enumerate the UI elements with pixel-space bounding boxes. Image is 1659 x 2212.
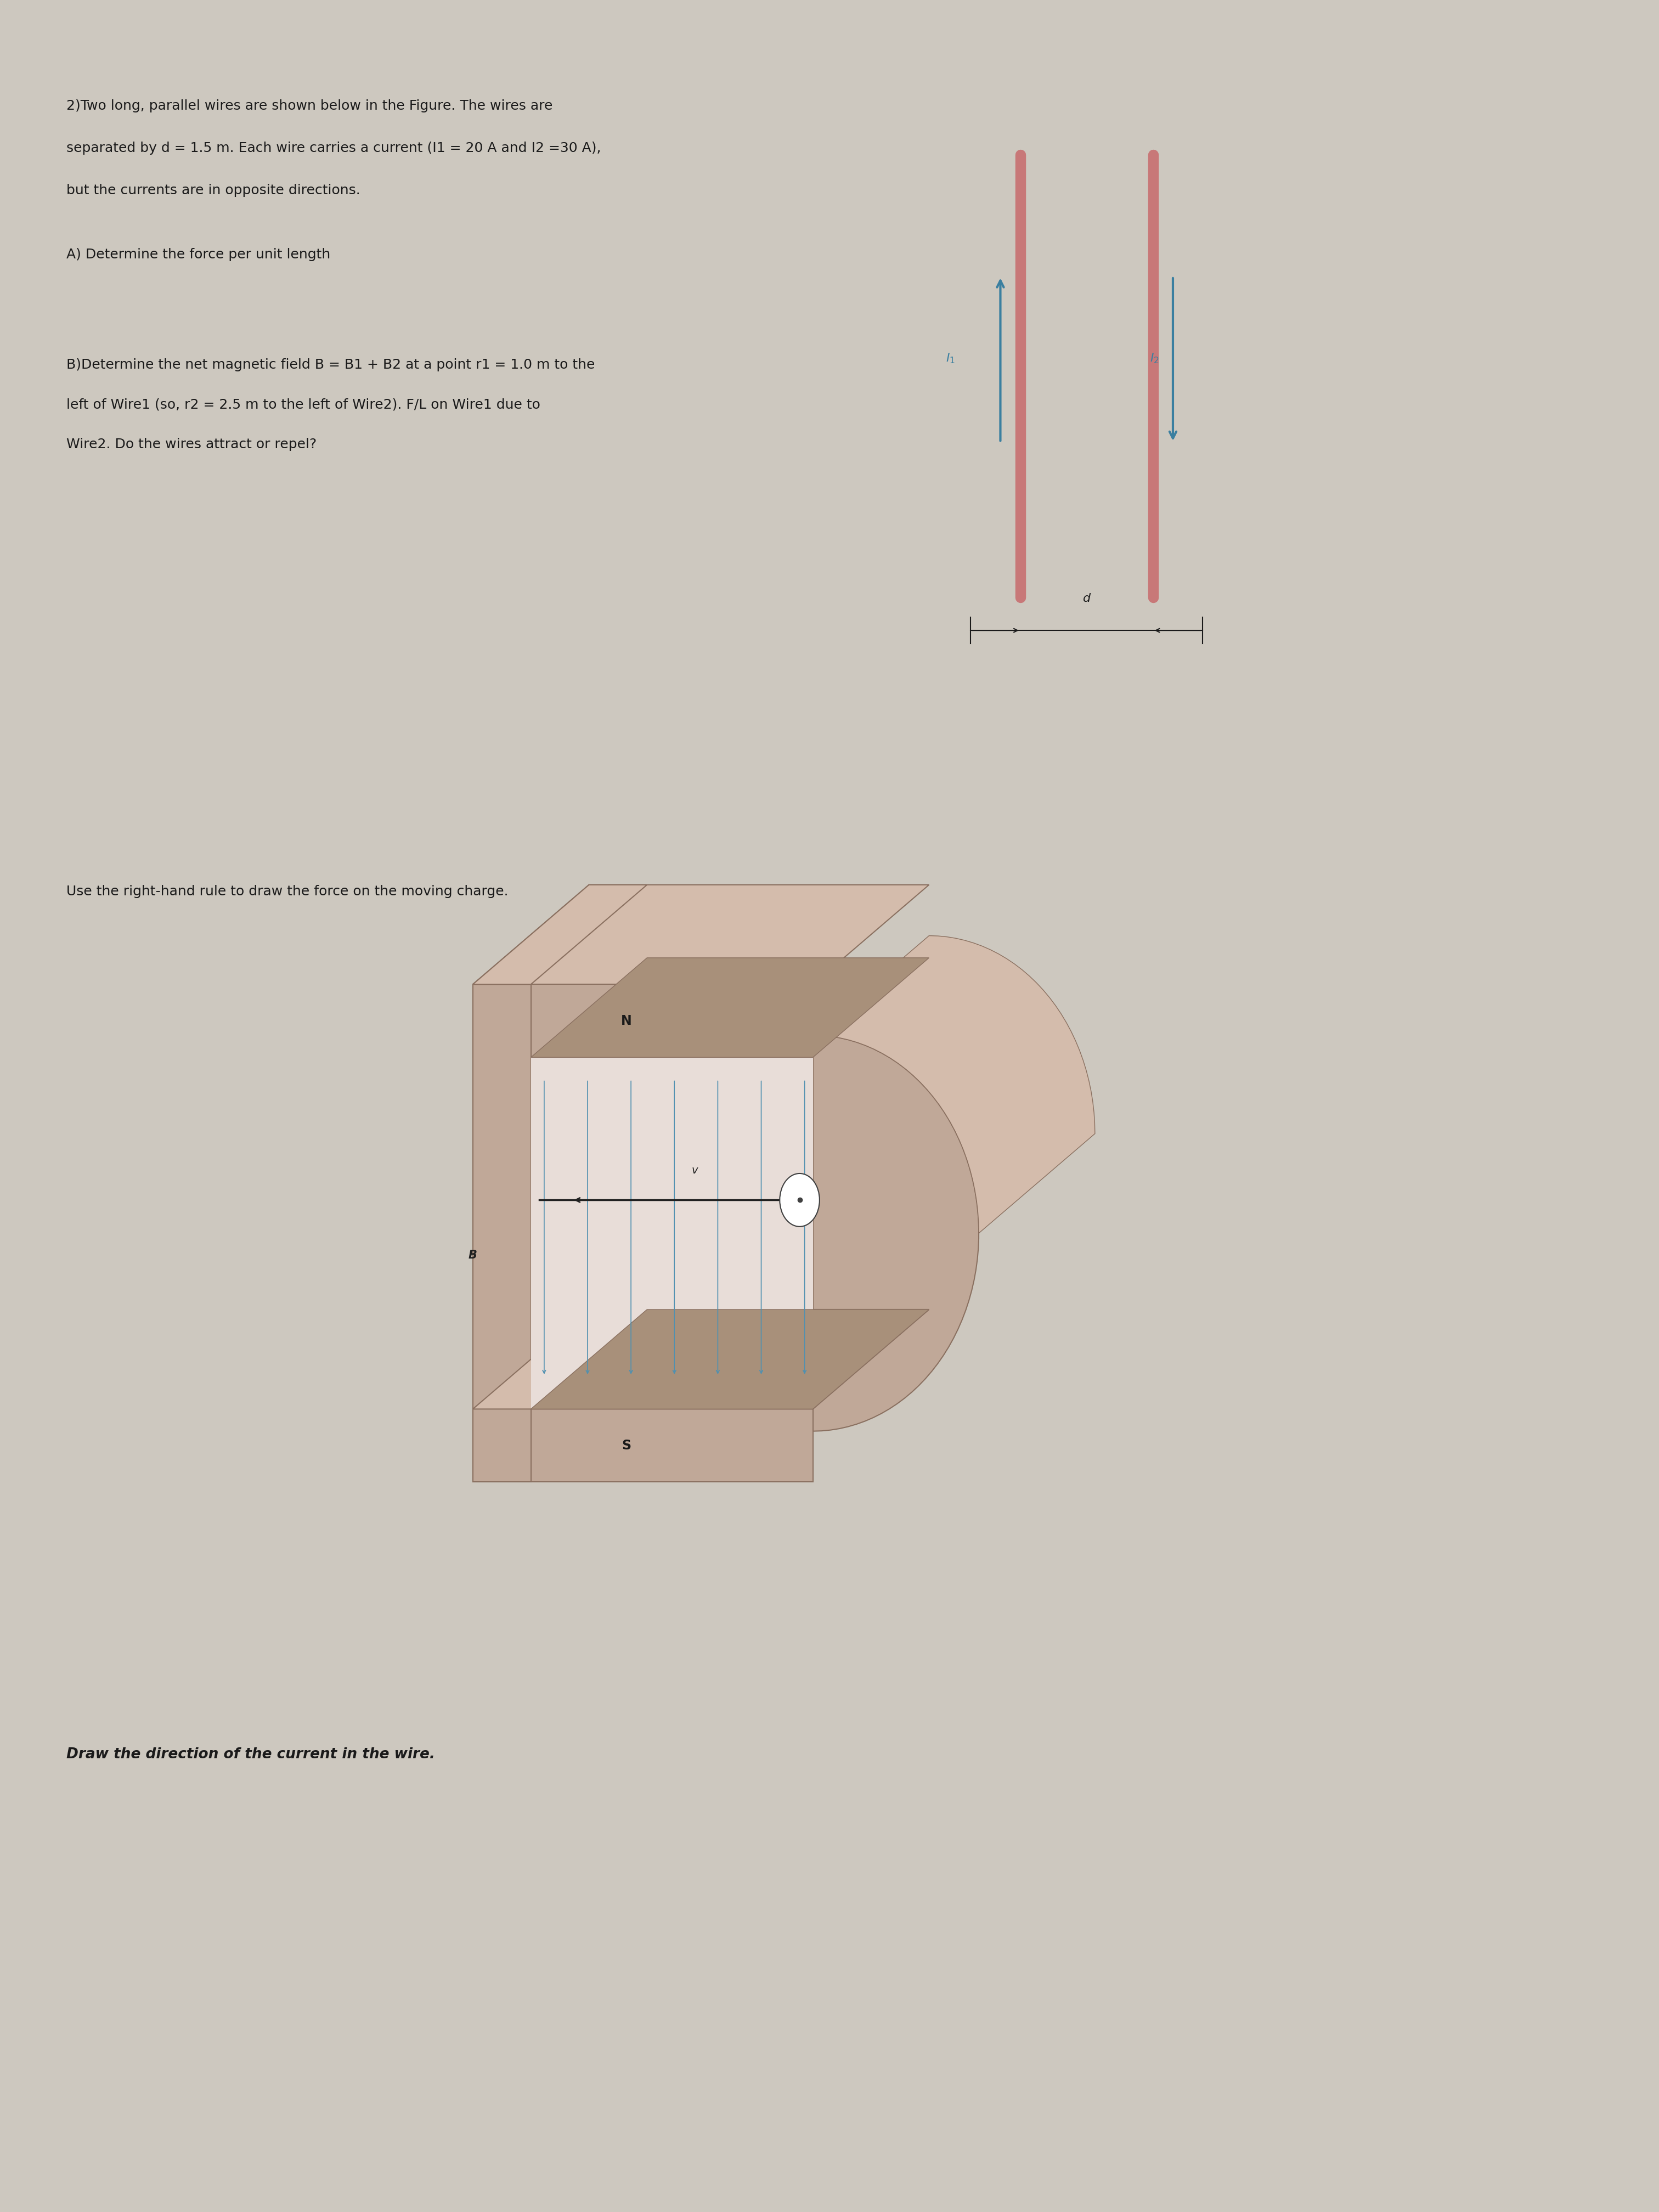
Polygon shape	[473, 885, 647, 984]
Text: S: S	[622, 1440, 630, 1451]
Text: B)Determine the net magnetic field B = B1 + B2 at a point r1 = 1.0 m to the: B)Determine the net magnetic field B = B…	[66, 358, 596, 372]
Polygon shape	[473, 1409, 813, 1482]
Circle shape	[780, 1172, 820, 1225]
Text: v: v	[692, 1166, 698, 1175]
Text: Use the right-hand rule to draw the force on the moving charge.: Use the right-hand rule to draw the forc…	[66, 885, 508, 898]
Text: separated by d = 1.5 m. Each wire carries a current (I1 = 20 A and I2 =30 A),: separated by d = 1.5 m. Each wire carrie…	[66, 142, 601, 155]
Text: B: B	[468, 1250, 478, 1261]
Text: N: N	[620, 1015, 632, 1026]
Polygon shape	[813, 936, 1095, 1234]
Text: $d$: $d$	[1082, 593, 1092, 604]
Text: left of Wire1 (so, r2 = 2.5 m to the left of Wire2). F/L on Wire1 due to: left of Wire1 (so, r2 = 2.5 m to the lef…	[66, 398, 541, 411]
Text: 2)Two long, parallel wires are shown below in the Figure. The wires are: 2)Two long, parallel wires are shown bel…	[66, 100, 552, 113]
Polygon shape	[531, 1310, 929, 1409]
Text: but the currents are in opposite directions.: but the currents are in opposite directi…	[66, 184, 360, 197]
Polygon shape	[473, 984, 813, 1057]
Polygon shape	[813, 1035, 979, 1431]
Text: A) Determine the force per unit length: A) Determine the force per unit length	[66, 248, 330, 261]
Polygon shape	[531, 958, 929, 1057]
Polygon shape	[473, 1310, 929, 1409]
Polygon shape	[531, 1057, 813, 1409]
Text: Draw the direction of the current in the wire.: Draw the direction of the current in the…	[66, 1747, 435, 1761]
Text: Wire2. Do the wires attract or repel?: Wire2. Do the wires attract or repel?	[66, 438, 317, 451]
Polygon shape	[473, 885, 929, 984]
Text: $I_2$: $I_2$	[1150, 352, 1160, 365]
Text: $I_1$: $I_1$	[946, 352, 956, 365]
Polygon shape	[473, 984, 531, 1482]
